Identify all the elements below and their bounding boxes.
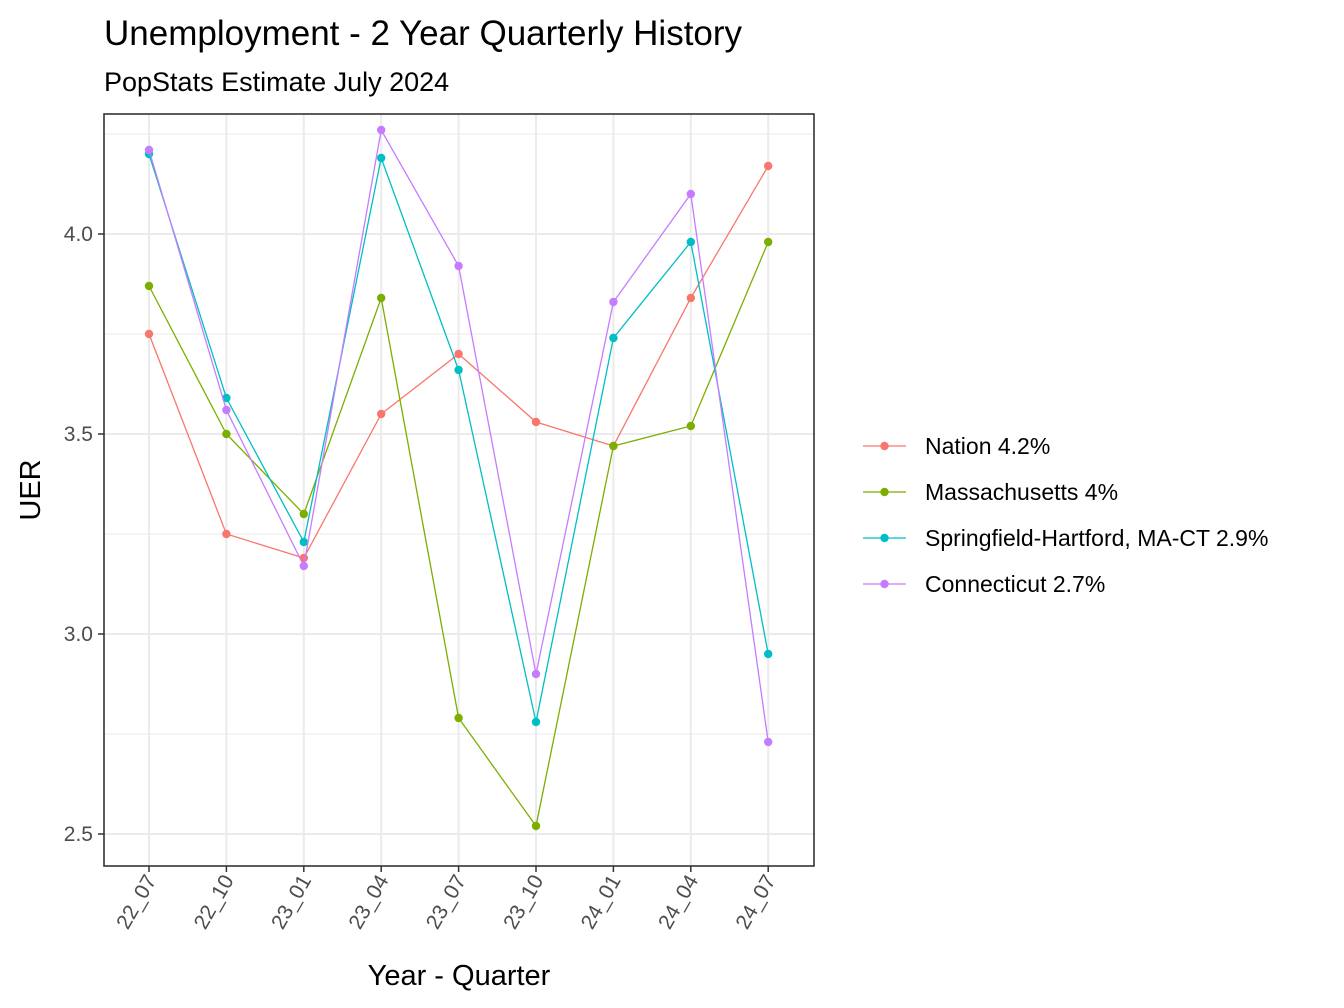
- x-tick-label: 24_04: [654, 871, 703, 933]
- data-point: [531, 717, 541, 727]
- legend-item: Springfield-Hartford, MA-CT 2.9%: [863, 525, 1268, 551]
- data-point: [377, 409, 386, 419]
- data-point: [686, 189, 695, 199]
- legend-label: Nation 4.2%: [925, 433, 1050, 459]
- data-point: [299, 537, 308, 547]
- data-point: [764, 161, 773, 171]
- legend-key-point: [880, 487, 889, 497]
- y-tick-label: 4.0: [64, 223, 93, 246]
- data-point: [454, 365, 463, 375]
- x-tick-label: 24_07: [731, 871, 780, 933]
- data-point: [609, 333, 618, 343]
- legend-item: Nation 4.2%: [863, 433, 1050, 459]
- gridlines: [104, 114, 814, 866]
- data-point: [531, 669, 541, 679]
- y-axis-title: UER: [15, 459, 47, 520]
- data-point: [144, 145, 154, 155]
- data-point: [222, 529, 231, 539]
- data-point: [377, 153, 386, 163]
- legend-item: Massachusetts 4%: [863, 479, 1118, 505]
- x-tick-label: 23_01: [267, 871, 316, 933]
- data-point: [454, 713, 463, 723]
- data-point: [764, 649, 773, 659]
- x-axis-title: Year - Quarter: [368, 960, 551, 992]
- x-tick-label: 22_10: [190, 871, 239, 933]
- data-point: [764, 237, 773, 247]
- legend-item: Connecticut 2.7%: [863, 571, 1105, 597]
- legend-key-point: [880, 441, 889, 451]
- legend-label: Massachusetts 4%: [925, 479, 1118, 505]
- data-point: [686, 293, 695, 303]
- x-tick-label: 22_07: [112, 871, 161, 933]
- series-1: [144, 161, 773, 563]
- y-tick-label: 2.5: [64, 823, 93, 846]
- data-point: [686, 237, 695, 247]
- data-point: [377, 293, 386, 303]
- data-point: [222, 429, 231, 439]
- series-4: [144, 125, 773, 747]
- data-point: [454, 261, 463, 271]
- plot-panel-border: [103, 113, 815, 867]
- x-tick-label: 23_10: [499, 871, 548, 933]
- data-point: [609, 297, 618, 307]
- data-point: [764, 737, 773, 747]
- data-point: [299, 561, 308, 571]
- data-point: [454, 349, 463, 359]
- data-point: [686, 421, 695, 431]
- data-point: [299, 509, 308, 519]
- data-point: [531, 821, 541, 831]
- x-tick-label: 23_07: [422, 871, 471, 933]
- legend-key-point: [880, 533, 889, 543]
- x-tick-label: 23_04: [344, 871, 393, 933]
- data-point: [222, 393, 231, 403]
- legend-label: Connecticut 2.7%: [925, 571, 1105, 597]
- data-point: [222, 405, 231, 415]
- data-point: [609, 441, 618, 451]
- y-tick-label: 3.0: [64, 623, 93, 646]
- data-point: [377, 125, 386, 135]
- y-tick-label: 3.5: [64, 423, 93, 446]
- data-point: [531, 417, 541, 427]
- chart-title: Unemployment - 2 Year Quarterly History: [104, 14, 743, 53]
- legend-key-point: [880, 579, 889, 589]
- legend: Nation 4.2% Massachusetts 4% Springfield-H…: [863, 433, 1268, 597]
- chart-subtitle: PopStats Estimate July 2024: [104, 67, 449, 97]
- data-point: [144, 281, 154, 291]
- data-point: [144, 329, 154, 339]
- legend-label: Springfield-Hartford, MA-CT 2.9%: [925, 525, 1268, 551]
- x-tick-label: 24_01: [577, 871, 626, 933]
- series-lines: [144, 125, 773, 831]
